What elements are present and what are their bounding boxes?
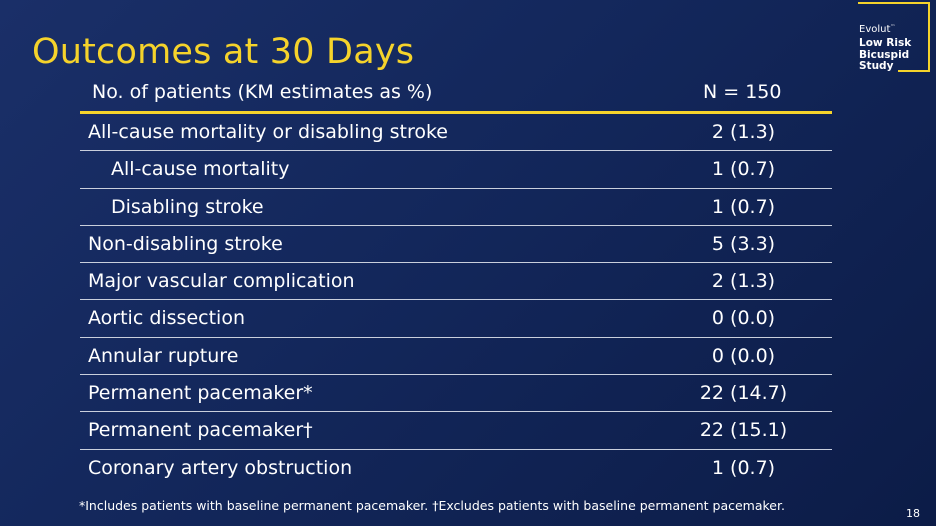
- row-value: 22 (14.7): [699, 382, 788, 405]
- logo-frame-bottom: [898, 70, 930, 72]
- row-label: Aortic dissection: [88, 307, 245, 330]
- row-label: Permanent pacemaker†: [88, 419, 313, 442]
- row-value: 5 (3.3): [711, 232, 776, 255]
- header-value: N = 150: [703, 81, 782, 103]
- table-row: All-cause mortality or disabling stroke …: [80, 114, 832, 152]
- row-value: 0 (0.0): [711, 344, 776, 367]
- row-label: Disabling stroke: [111, 195, 264, 218]
- row-value: 1 (0.7): [711, 195, 776, 218]
- table-row: Major vascular complication 2 (1.3): [80, 263, 832, 301]
- row-label: Major vascular complication: [88, 270, 355, 293]
- logo-product-name: Evolut™: [859, 24, 896, 35]
- page-number: 18: [906, 507, 920, 520]
- table-row: Permanent pacemaker* 22 (14.7): [80, 375, 832, 413]
- table-row: Permanent pacemaker† 22 (15.1): [80, 412, 832, 450]
- row-label: Non-disabling stroke: [88, 232, 283, 255]
- table-header: No. of patients (KM estimates as %) N = …: [80, 74, 832, 114]
- logo-frame-top: [858, 2, 929, 4]
- row-label: Annular rupture: [88, 344, 239, 367]
- row-value: 1 (0.7): [711, 158, 776, 181]
- study-logo: Evolut™ Low Risk Bicuspid Study: [850, 2, 930, 72]
- logo-frame-right: [928, 2, 930, 72]
- table-row: Annular rupture 0 (0.0): [80, 338, 832, 376]
- row-value: 1 (0.7): [711, 456, 776, 479]
- row-label: Permanent pacemaker*: [88, 382, 313, 405]
- logo-study-name: Low Risk Bicuspid Study: [859, 37, 912, 72]
- row-label: Coronary artery obstruction: [88, 456, 353, 479]
- header-label: No. of patients (KM estimates as %): [92, 81, 433, 103]
- slide-title: Outcomes at 30 Days: [32, 32, 415, 72]
- row-value: 2 (1.3): [711, 270, 776, 293]
- table-row: Coronary artery obstruction 1 (0.7): [80, 450, 832, 486]
- outcomes-table: No. of patients (KM estimates as %) N = …: [80, 74, 832, 486]
- table-row: Disabling stroke 1 (0.7): [80, 189, 832, 226]
- row-label: All-cause mortality: [111, 158, 290, 181]
- table-row: All-cause mortality 1 (0.7): [80, 151, 832, 189]
- row-value: 2 (1.3): [711, 121, 776, 143]
- table-row: Aortic dissection 0 (0.0): [80, 300, 832, 338]
- row-value: 22 (15.1): [699, 419, 788, 442]
- table-row: Non-disabling stroke 5 (3.3): [80, 226, 832, 264]
- row-value: 0 (0.0): [711, 307, 776, 330]
- row-label: All-cause mortality or disabling stroke: [88, 121, 448, 143]
- footnote: *Includes patients with baseline permane…: [79, 498, 785, 513]
